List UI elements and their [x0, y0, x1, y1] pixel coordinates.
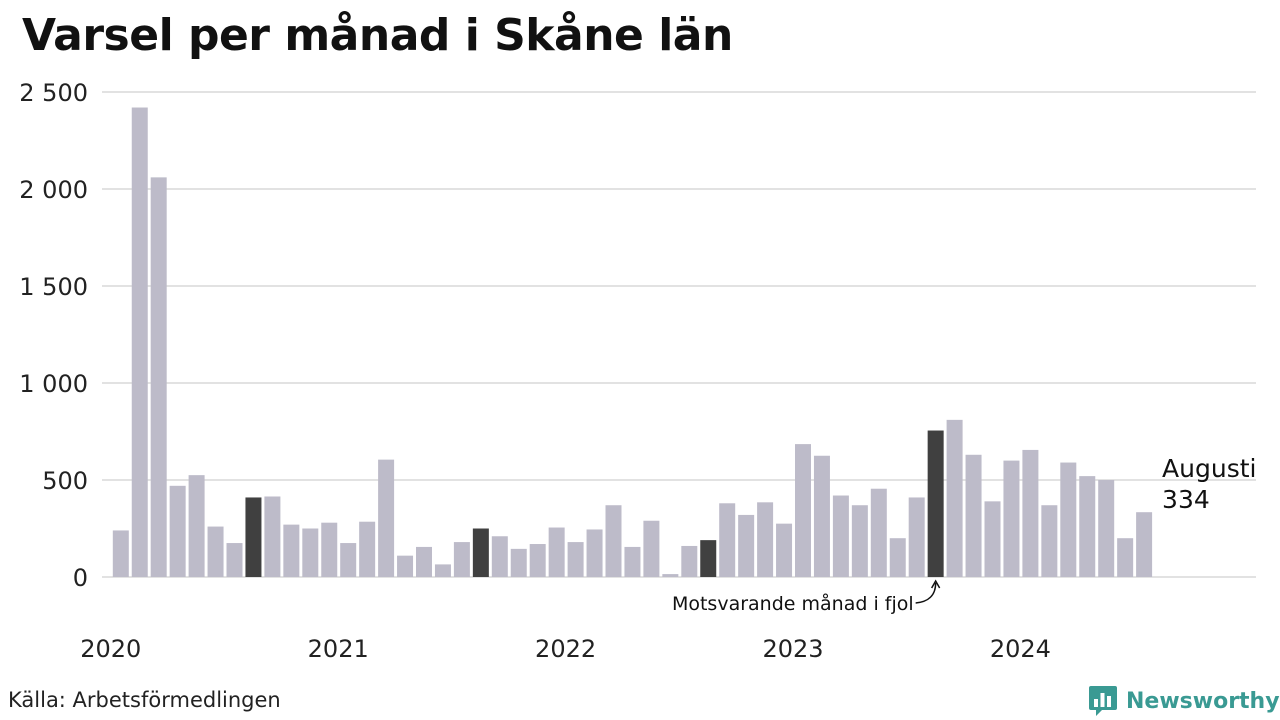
bar-2023-10	[965, 454, 982, 577]
y-tick-label: 2 500	[19, 79, 88, 107]
bar-2023-01	[795, 444, 811, 577]
bar-2022-01	[567, 542, 584, 577]
bar-2020-07	[226, 543, 243, 577]
bar-2020-08	[245, 497, 262, 577]
previous-year-arrowhead	[930, 579, 941, 589]
bar-2022-03	[605, 505, 622, 577]
bar-2020-12	[321, 522, 338, 577]
bar-2022-05	[643, 520, 660, 577]
bar-2023-09	[946, 419, 963, 577]
bar-2023-03	[832, 495, 849, 577]
current-month-value: 334	[1162, 485, 1210, 514]
bar-2024-02	[1041, 505, 1058, 577]
bar-2023-06	[889, 538, 906, 577]
bar-2022-10	[738, 514, 755, 577]
bar-2024-05	[1098, 480, 1115, 577]
bar-2022-12	[776, 523, 793, 577]
y-tick-label: 1 000	[19, 370, 88, 398]
x-axis-year-labels: 2020 2021 2022 2023 2024	[80, 635, 1051, 663]
bar-2021-06	[434, 564, 451, 577]
y-tick-label: 500	[42, 467, 88, 495]
annotations: Augusti 334 Motsvarande månad i fjol	[672, 454, 1257, 615]
bar-2021-04	[397, 555, 414, 577]
brand-logo[interactable]: Newsworthy	[1088, 684, 1280, 718]
bar-2020-03	[150, 177, 167, 578]
bar-2023-07	[908, 497, 925, 577]
bar-2023-11	[984, 501, 1001, 577]
bar-2020-01	[112, 530, 129, 577]
bar-2024-04	[1079, 476, 1096, 577]
bar-2022-04	[624, 546, 641, 577]
bar-2020-05	[188, 475, 205, 577]
previous-year-arrow	[915, 582, 937, 604]
y-tick-label: 0	[73, 564, 88, 592]
y-tick-label: 2 000	[19, 176, 88, 204]
bar-2022-09	[719, 503, 736, 577]
bar-2023-02	[813, 455, 830, 577]
bar-2020-06	[207, 526, 224, 577]
bar-2021-03	[378, 459, 395, 577]
year-label-2023: 2023	[762, 635, 823, 663]
y-axis-tick-labels: 0 500 1 000 1 500 2 000 2 500	[19, 79, 88, 592]
bar-2023-12	[1003, 460, 1020, 577]
bar-chart-bubble-icon	[1089, 686, 1117, 716]
bar-2021-12	[548, 527, 565, 577]
bar-2024-07	[1136, 512, 1153, 577]
bar-2021-08	[472, 528, 489, 577]
bar-2020-02	[131, 107, 148, 578]
bar-2022-02	[586, 529, 603, 577]
bar-2024-06	[1117, 538, 1134, 577]
bar-2021-01	[340, 543, 357, 577]
bar-2022-08	[700, 540, 717, 577]
chart-title: Varsel per månad i Skåne län	[22, 10, 733, 61]
bar-2024-01	[1022, 449, 1039, 577]
bar-2020-09	[264, 496, 281, 577]
bar-2022-11	[757, 502, 774, 577]
current-month-label: Augusti	[1162, 454, 1256, 483]
bar-2020-04	[169, 485, 186, 577]
year-label-2024: 2024	[990, 635, 1051, 663]
bar-2020-10	[283, 524, 300, 577]
year-label-2020: 2020	[80, 635, 141, 663]
y-tick-label: 1 500	[19, 273, 88, 301]
year-label-2021: 2021	[308, 635, 369, 663]
bar-2022-06	[662, 574, 679, 577]
bar-2023-04	[851, 505, 868, 577]
brand-name: Newsworthy	[1126, 688, 1280, 714]
bar-2023-05	[870, 488, 887, 577]
bar-2021-11	[529, 544, 546, 577]
bar-2020-11	[302, 528, 319, 577]
bar-2022-07	[681, 545, 698, 577]
bar-2021-09	[491, 536, 508, 577]
bar-2021-05	[416, 546, 432, 577]
bar-2021-10	[510, 548, 527, 577]
year-label-2022: 2022	[535, 635, 596, 663]
bar-2021-07	[453, 542, 470, 577]
bar-2024-03	[1060, 462, 1077, 577]
previous-year-annotation: Motsvarande månad i fjol	[672, 592, 914, 615]
bar-2021-02	[359, 521, 376, 577]
bars	[112, 107, 1153, 578]
source-note: Källa: Arbetsförmedlingen	[8, 688, 281, 712]
bar-2023-08	[927, 430, 944, 577]
